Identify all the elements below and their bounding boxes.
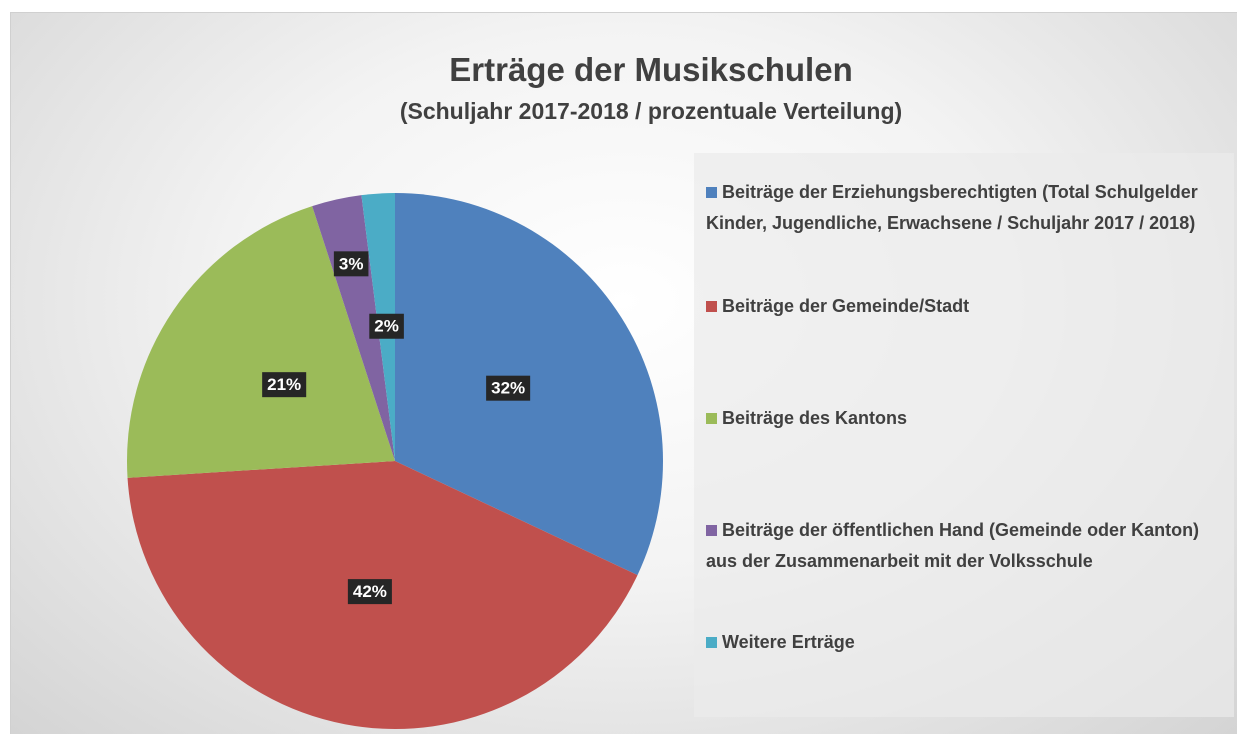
legend-label: Beiträge des Kantons <box>722 408 908 428</box>
legend: Beiträge der Erziehungsberechtigten (Tot… <box>694 153 1234 717</box>
legend-entry: Beiträge der Erziehungsberechtigten (Tot… <box>706 177 1226 239</box>
data-label: 2% <box>369 313 404 339</box>
legend-entry: Beiträge der öffentlichen Hand (Gemeinde… <box>706 515 1226 577</box>
data-label-box <box>486 375 531 401</box>
data-label-text: 42% <box>353 582 387 601</box>
data-label: 21% <box>262 372 307 398</box>
legend-entry: Beiträge des Kantons <box>706 403 1226 434</box>
chart: Erträge der Musikschulen (Schuljahr 2017… <box>127 51 902 729</box>
data-label-box <box>333 251 369 277</box>
legend-entry: Beiträge der Gemeinde/Stadt <box>706 291 1226 322</box>
legend-label: Beiträge der Gemeinde/Stadt <box>722 296 970 316</box>
data-label-text: 2% <box>374 317 399 336</box>
data-label-text: 3% <box>339 254 364 273</box>
chart-title: Erträge der Musikschulen <box>449 51 852 88</box>
data-label: 42% <box>347 579 392 605</box>
legend-swatch <box>706 637 717 648</box>
chart-subtitle: (Schuljahr 2017-2018 / prozentuale Verte… <box>400 98 902 124</box>
pie-slice <box>127 206 395 478</box>
data-label-text: 32% <box>491 379 525 398</box>
data-label-box <box>262 372 307 398</box>
legend-label: Beiträge der öffentlichen Hand (Gemeinde… <box>706 520 1200 571</box>
data-label: 32% <box>486 375 531 401</box>
legend-entry: Weitere Erträge <box>706 627 1226 658</box>
legend-swatch <box>706 413 717 424</box>
legend-label: Beiträge der Erziehungsberechtigten (Tot… <box>706 182 1198 233</box>
legend-label: Weitere Erträge <box>722 632 855 652</box>
legend-swatch <box>706 187 717 198</box>
legend-swatch <box>706 525 717 536</box>
legend-swatch <box>706 301 717 312</box>
data-label-text: 21% <box>267 375 301 394</box>
data-label: 3% <box>333 251 369 277</box>
data-label-box <box>369 313 404 339</box>
pie-slice <box>312 195 395 461</box>
data-label-box <box>347 579 392 605</box>
chart-area: Erträge der Musikschulen (Schuljahr 2017… <box>10 12 1237 734</box>
